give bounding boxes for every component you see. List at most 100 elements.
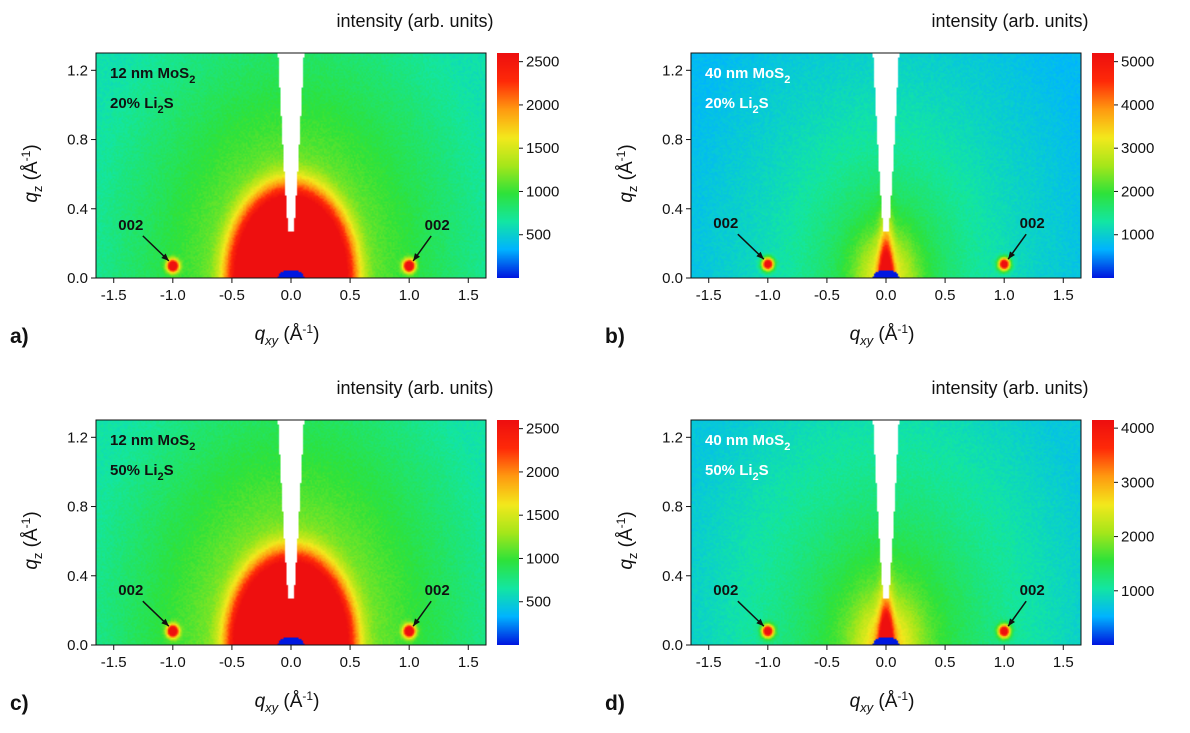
y-tick-label: 0.0 xyxy=(67,637,88,654)
y-axis-label-close: ) xyxy=(616,144,637,150)
x-tick-label: 0.0 xyxy=(876,654,897,671)
y-axis-label-exp: -1 xyxy=(614,150,628,161)
colorbar-image xyxy=(497,420,519,645)
x-tick-label: -1.0 xyxy=(160,654,186,671)
film-label-li2s-main: 50% Li xyxy=(705,462,753,479)
y-tick-label: 0.0 xyxy=(67,270,88,287)
x-tick-label: -1.5 xyxy=(101,287,127,304)
x-axis-label-close: ) xyxy=(313,324,319,345)
x-tick-label: -1.0 xyxy=(755,654,781,671)
peak-label-002: 002 xyxy=(118,217,143,234)
film-label-thickness-main: 40 nm MoS xyxy=(705,65,784,82)
x-axis-label-q: q xyxy=(850,324,861,345)
x-tick-label: -0.5 xyxy=(219,654,245,671)
x-tick-label: 0.5 xyxy=(935,654,956,671)
panel-label: c) xyxy=(10,692,29,715)
x-tick-label: -0.5 xyxy=(814,654,840,671)
colorbar-tick-label: 2000 xyxy=(1121,183,1154,200)
colorbar-image xyxy=(1092,53,1114,278)
y-axis-label-q: q xyxy=(21,192,42,203)
x-axis-label-q: q xyxy=(255,324,266,345)
x-tick-label: 0.0 xyxy=(281,654,302,671)
x-tick-label: 1.0 xyxy=(994,287,1015,304)
x-tick-label: 1.5 xyxy=(1053,287,1074,304)
chart-svg: -1.5 -1.0 -0.5 0.0 0.5 1.0 1.5 0.0 0.4 0.8 1.2 qxy … xyxy=(595,0,1190,366)
y-axis-label-exp: -1 xyxy=(614,517,628,528)
y-axis-label-exp: -1 xyxy=(19,517,33,528)
x-axis-label-unit: (Å xyxy=(873,324,898,345)
x-tick-label: -0.5 xyxy=(219,287,245,304)
peak-label-002: 002 xyxy=(713,215,738,232)
x-axis-label-q: q xyxy=(850,691,861,712)
y-axis-label-q: q xyxy=(21,559,42,570)
panel-label: d) xyxy=(605,692,625,715)
y-tick-label: 0.4 xyxy=(662,201,683,218)
y-axis-label-close: ) xyxy=(21,144,42,150)
x-tick-label: -1.0 xyxy=(755,287,781,304)
x-axis-label-exp: -1 xyxy=(302,322,313,336)
x-tick-label: 1.0 xyxy=(994,654,1015,671)
colorbar-tick-label: 3000 xyxy=(1121,474,1154,491)
x-tick-label: 0.5 xyxy=(340,287,361,304)
film-label-li2s-main: 20% Li xyxy=(705,95,753,112)
colorbar-tick-label: 1000 xyxy=(1121,583,1154,600)
film-label-li2s-tail: S xyxy=(164,95,174,112)
chart-svg: -1.5 -1.0 -0.5 0.0 0.5 1.0 1.5 0.0 0.4 0.8 1.2 qxy … xyxy=(595,367,1190,733)
film-label-thickness-main: 40 nm MoS xyxy=(705,432,784,449)
heatmap-image xyxy=(96,53,486,278)
x-axis-label-q: q xyxy=(255,691,266,712)
x-tick-label: -0.5 xyxy=(814,287,840,304)
x-tick-label: 0.5 xyxy=(935,287,956,304)
peak-label-002: 002 xyxy=(425,217,450,234)
film-label-li2s-tail: S xyxy=(164,462,174,479)
colorbar-tick-label: 2500 xyxy=(526,421,559,438)
peak-label-002: 002 xyxy=(425,582,450,599)
film-label-li2s-main: 50% Li xyxy=(110,462,158,479)
y-axis-label-group: qz (Å-1) xyxy=(614,144,640,202)
colorbar-tick-label: 5000 xyxy=(1121,54,1154,71)
x-tick-label: -1.0 xyxy=(160,287,186,304)
y-axis-label-unit: (Å xyxy=(616,528,637,553)
y-tick-label: 0.4 xyxy=(67,568,88,585)
film-label-li2s-tail: S xyxy=(759,462,769,479)
x-axis-label-close: ) xyxy=(313,691,319,712)
film-label-li2s-main: 20% Li xyxy=(110,95,158,112)
y-axis-label: qz (Å-1) xyxy=(614,144,640,202)
film-label-thickness-main: 12 nm MoS xyxy=(110,432,189,449)
y-axis-label: qz (Å-1) xyxy=(19,511,45,569)
chart-svg: -1.5 -1.0 -0.5 0.0 0.5 1.0 1.5 0.0 0.4 0.8 1.2 qxy … xyxy=(0,367,595,733)
y-axis-label-group: qz (Å-1) xyxy=(19,511,45,569)
x-tick-label: 0.0 xyxy=(281,287,302,304)
peak-label-002: 002 xyxy=(1020,582,1045,599)
panel-b: -1.5 -1.0 -0.5 0.0 0.5 1.0 1.5 0.0 0.4 0.8 1.2 qxy … xyxy=(595,0,1190,366)
colorbar-tick-label: 1500 xyxy=(526,140,559,157)
panel-label: b) xyxy=(605,325,625,348)
y-tick-label: 1.2 xyxy=(67,62,88,79)
y-tick-label: 0.4 xyxy=(662,568,683,585)
colorbar-tick-label: 2000 xyxy=(526,464,559,481)
x-tick-label: 1.0 xyxy=(399,654,420,671)
colorbar-tick-label: 4000 xyxy=(1121,420,1154,437)
x-axis-label-unit: (Å xyxy=(278,324,303,345)
x-axis-label-close: ) xyxy=(908,691,914,712)
y-axis-label-unit: (Å xyxy=(21,161,42,186)
peak-label-002: 002 xyxy=(713,582,738,599)
heatmap-image xyxy=(96,420,486,645)
colorbar-image xyxy=(1092,420,1114,645)
film-label-thickness-main: 12 nm MoS xyxy=(110,65,189,82)
colorbar-tick-label: 2000 xyxy=(1121,529,1154,546)
x-tick-label: -1.5 xyxy=(696,654,722,671)
film-label-thickness-sub: 2 xyxy=(189,74,195,86)
y-axis-label-exp: -1 xyxy=(19,150,33,161)
x-tick-label: 1.0 xyxy=(399,287,420,304)
colorbar-tick-label: 1000 xyxy=(1121,227,1154,244)
colorbar-tick-label: 1000 xyxy=(526,183,559,200)
y-tick-label: 0.8 xyxy=(67,132,88,149)
y-tick-label: 0.0 xyxy=(662,270,683,287)
panel-c: -1.5 -1.0 -0.5 0.0 0.5 1.0 1.5 0.0 0.4 0.8 1.2 qxy … xyxy=(0,367,595,733)
peak-label-002: 002 xyxy=(1020,215,1045,232)
x-axis-label-unit: (Å xyxy=(873,691,898,712)
x-axis-label: qxy (Å-1) xyxy=(255,689,320,715)
colorbar-tick-label: 2000 xyxy=(526,97,559,114)
x-axis-label-close: ) xyxy=(908,324,914,345)
